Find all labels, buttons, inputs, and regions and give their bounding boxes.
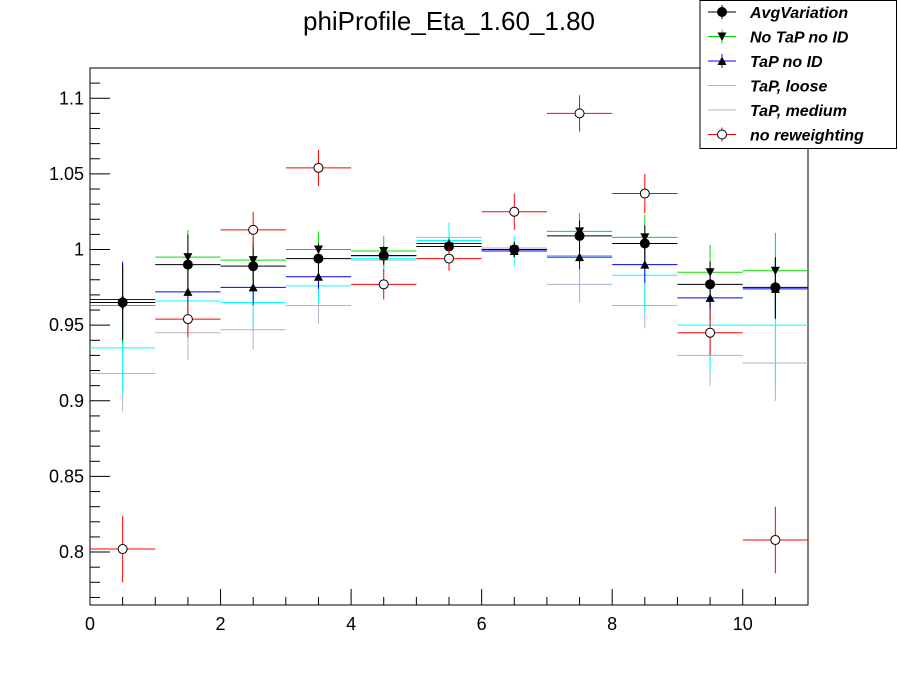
marker bbox=[770, 282, 781, 293]
marker bbox=[378, 250, 389, 261]
marker bbox=[117, 544, 128, 555]
data-point bbox=[220, 211, 286, 249]
data-point bbox=[546, 95, 613, 132]
marker bbox=[705, 279, 716, 290]
y-tick-label: 0.85 bbox=[49, 466, 84, 486]
marker bbox=[313, 162, 324, 173]
data-point bbox=[546, 220, 613, 252]
data-point bbox=[220, 243, 286, 289]
legend-marker bbox=[717, 56, 727, 65]
marker bbox=[574, 230, 585, 241]
data-point bbox=[155, 300, 221, 338]
y-axis: 0.8 0.85 0.9 0.95 1 1.05 1.1 bbox=[49, 67, 110, 598]
y-tick-label: 0.8 bbox=[59, 542, 84, 562]
legend-label: TaP no ID bbox=[750, 54, 823, 71]
marker bbox=[770, 534, 781, 545]
marker bbox=[182, 314, 193, 325]
marker bbox=[639, 238, 650, 249]
legend: AvgVariation No TaP no ID TaP no ID TaP, lo… bbox=[699, 0, 897, 149]
marker bbox=[378, 279, 389, 290]
series-layer bbox=[90, 95, 808, 583]
data-point bbox=[351, 246, 417, 265]
y-tick-label: 0.9 bbox=[59, 391, 84, 411]
data-point bbox=[90, 515, 156, 583]
data-point bbox=[416, 246, 482, 271]
legend-entry: AvgVariation bbox=[708, 5, 848, 22]
legend-marker bbox=[717, 32, 727, 41]
data-point bbox=[481, 193, 547, 230]
x-tick-label: 2 bbox=[216, 614, 226, 634]
data-point bbox=[285, 149, 352, 186]
legend-label: AvgVariation bbox=[749, 5, 848, 22]
marker bbox=[313, 253, 324, 264]
data-point bbox=[285, 243, 352, 274]
chart-title: phiProfile_Eta_1.60_1.80 bbox=[303, 6, 595, 36]
legend-entry: TaP, medium bbox=[708, 103, 847, 120]
x-axis: 0 2 4 6 8 10 bbox=[85, 589, 809, 634]
marker bbox=[182, 259, 193, 270]
legend-entry: No TaP no ID bbox=[708, 29, 849, 47]
marker bbox=[509, 244, 520, 255]
y-tick-label: 1 bbox=[74, 240, 84, 260]
legend-entry: no reweighting bbox=[708, 127, 864, 145]
marker bbox=[117, 297, 128, 308]
marker bbox=[575, 252, 585, 262]
y-tick-label: 0.95 bbox=[49, 315, 84, 335]
data-point bbox=[612, 225, 678, 262]
legend-label: no reweighting bbox=[750, 128, 864, 145]
legend-marker bbox=[717, 129, 727, 140]
legend-label: TaP, medium bbox=[750, 103, 847, 120]
legend-marker bbox=[717, 7, 727, 17]
legend-entry: TaP no ID bbox=[708, 54, 823, 71]
data-point bbox=[351, 269, 417, 300]
data-point bbox=[742, 506, 808, 574]
x-tick-label: 0 bbox=[85, 614, 95, 634]
x-tick-label: 6 bbox=[477, 614, 487, 634]
series-no-reweighting bbox=[90, 95, 808, 583]
legend-label: No TaP no ID bbox=[750, 30, 849, 47]
marker bbox=[248, 224, 259, 235]
data-point bbox=[677, 310, 743, 356]
marker bbox=[313, 272, 323, 281]
data-point bbox=[742, 257, 808, 318]
marker bbox=[574, 108, 585, 119]
y-tick-label: 1.05 bbox=[49, 164, 84, 184]
marker bbox=[640, 260, 650, 269]
data-point bbox=[612, 173, 678, 214]
marker bbox=[248, 261, 259, 272]
marker bbox=[639, 188, 650, 199]
data-point bbox=[90, 264, 156, 341]
marker bbox=[509, 206, 520, 217]
data-point bbox=[677, 261, 743, 308]
x-tick-label: 10 bbox=[733, 614, 753, 634]
data-point bbox=[155, 234, 221, 295]
legend-box bbox=[699, 0, 897, 149]
x-tick-label: 8 bbox=[607, 614, 617, 634]
data-point bbox=[481, 241, 547, 258]
legend-label: TaP, loose bbox=[750, 79, 827, 96]
legend-entry: TaP, loose bbox=[708, 79, 827, 96]
x-tick-label: 4 bbox=[346, 614, 356, 634]
marker bbox=[705, 327, 716, 338]
y-tick-label: 1.1 bbox=[59, 88, 84, 108]
marker bbox=[444, 253, 454, 264]
